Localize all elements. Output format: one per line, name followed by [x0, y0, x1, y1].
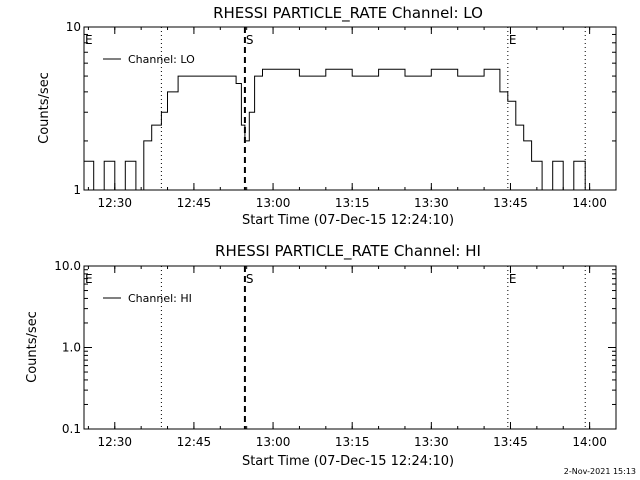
footer-timestamp: 2-Nov-2021 15:13 [564, 467, 636, 476]
x-tick-label: 12:30 [97, 435, 132, 449]
marker-label: S [246, 272, 254, 286]
y-tick-label: 0.1 [62, 422, 81, 436]
x-tick-label: 12:30 [97, 196, 132, 210]
panel-hi: RHESSI PARTICLE_RATE Channel: HI Counts/… [25, 242, 617, 469]
x-tick-label: 13:00 [256, 435, 291, 449]
chart-title-lo: RHESSI PARTICLE_RATE Channel: LO [213, 4, 483, 23]
x-tick-label: 13:45 [493, 196, 528, 210]
chart-title-hi: RHESSI PARTICLE_RATE Channel: HI [215, 242, 481, 261]
y-axis-label-hi: Counts/sec [25, 311, 40, 383]
x-tick-label: 14:00 [572, 435, 607, 449]
x-tick-label: 13:15 [335, 196, 370, 210]
x-tick-label: 13:45 [493, 435, 528, 449]
legend-label-hi: Channel: HI [128, 292, 192, 305]
y-axis-label-lo: Counts/sec [37, 72, 52, 144]
x-tick-label: 13:30 [414, 196, 449, 210]
x-tick-label: 13:00 [256, 196, 291, 210]
marker-label: S [246, 33, 254, 47]
x-tick-label: 12:45 [177, 196, 212, 210]
x-tick-label: 14:00 [572, 196, 607, 210]
y-tick-label: 1 [73, 183, 81, 197]
marker-label: E [85, 272, 93, 286]
plot-frame [83, 26, 617, 191]
x-tick-label: 13:15 [335, 435, 370, 449]
y-tick-label: 10 [66, 20, 81, 34]
x-tick-label: 12:45 [177, 435, 212, 449]
marker-label: E [509, 272, 517, 286]
y-tick-label: 10.0 [54, 259, 81, 273]
x-axis-label-hi: Start Time (07-Dec-15 12:24:10) [242, 454, 454, 469]
y-tick-label: 1.0 [62, 341, 81, 355]
x-axis-label-lo: Start Time (07-Dec-15 12:24:10) [242, 213, 454, 228]
panel-lo: RHESSI PARTICLE_RATE Channel: LO Counts/… [37, 4, 617, 228]
marker-label: E [509, 33, 517, 47]
series-line [84, 68, 586, 191]
x-tick-label: 13:30 [414, 435, 449, 449]
plot-frame [83, 265, 617, 430]
marker-label: E [85, 33, 93, 47]
